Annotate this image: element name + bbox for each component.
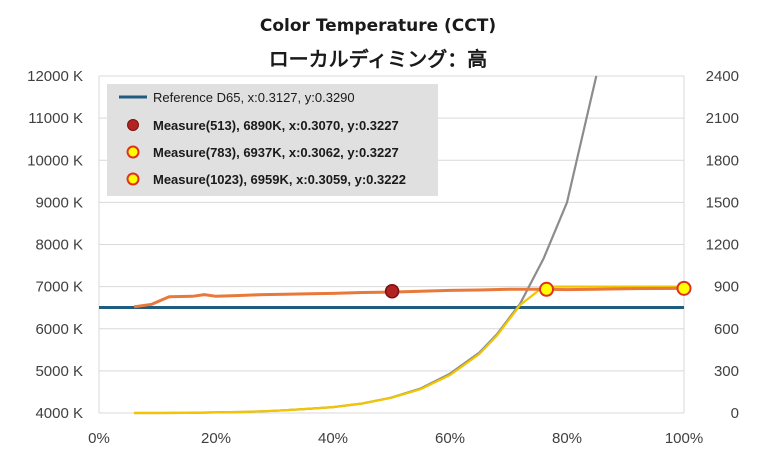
left-y-axis-ticks: 4000 K 5000 K 6000 K 7000 K 8000 K 9000 K 1000…: [27, 68, 83, 422]
y-right-tick-label: 1800: [706, 152, 739, 169]
y-left-tick-label: 6000 K: [35, 321, 83, 338]
x-tick-label: 100%: [665, 430, 703, 447]
y-right-tick-label: 1200: [706, 237, 739, 254]
y-left-tick-label: 4000 K: [35, 405, 83, 422]
legend-background: [107, 84, 438, 196]
x-tick-label: 0%: [88, 430, 110, 447]
x-tick-label: 20%: [201, 430, 231, 447]
y-right-tick-label: 300: [714, 363, 739, 380]
y-left-tick-label: 11000 K: [28, 110, 83, 127]
y-left-tick-label: 9000 K: [35, 194, 83, 211]
y-right-tick-label: 0: [731, 405, 739, 422]
measure-marker-2: [676, 280, 692, 296]
measure-marker-0: [384, 284, 400, 299]
x-tick-label: 60%: [435, 430, 465, 447]
cct-line: [133, 286, 685, 309]
legend: Reference D65, x:0.3127, y:0.3290 Measur…: [107, 84, 438, 196]
measure-marker-1: [539, 281, 555, 297]
luminance-yellow-line: [134, 285, 684, 415]
plot-area: [99, 75, 692, 415]
legend-reference-label: Reference D65, x:0.3127, y:0.3290: [153, 90, 355, 105]
legend-measure-1023-marker: [126, 172, 140, 186]
y-left-tick-label: 5000 K: [35, 363, 83, 380]
right-y-axis-ticks: 0 300 600 900 1200 1500 1800 2100 2400: [706, 68, 739, 422]
y-left-tick-label: 8000 K: [35, 237, 83, 254]
legend-measure-513-marker: [127, 119, 139, 131]
legend-measure-783-label: Measure(783), 6937K, x:0.3062, y:0.3227: [153, 145, 399, 160]
y-right-tick-label: 600: [714, 321, 739, 338]
y-right-tick-label: 900: [714, 279, 739, 296]
x-axis-ticks: 0% 20% 40% 60% 80% 100%: [88, 430, 703, 447]
y-left-tick-label: 12000 K: [27, 68, 83, 85]
y-right-tick-label: 1500: [706, 194, 739, 211]
y-right-tick-label: 2100: [706, 110, 739, 127]
legend-measure-783-marker: [126, 145, 140, 159]
legend-measure-1023-label: Measure(1023), 6959K, x:0.3059, y:0.3222: [153, 172, 406, 187]
y-left-tick-label: 7000 K: [35, 279, 83, 296]
chart-title: Color Temperature (CCT): [260, 16, 496, 36]
x-tick-label: 80%: [552, 430, 582, 447]
chart-subtitle: ローカルディミング：高: [269, 47, 488, 71]
y-left-tick-label: 10000 K: [27, 152, 83, 169]
y-right-tick-label: 2400: [706, 68, 739, 85]
legend-measure-513-label: Measure(513), 6890K, x:0.3070, y:0.3227: [153, 118, 399, 133]
x-tick-label: 40%: [318, 430, 348, 447]
